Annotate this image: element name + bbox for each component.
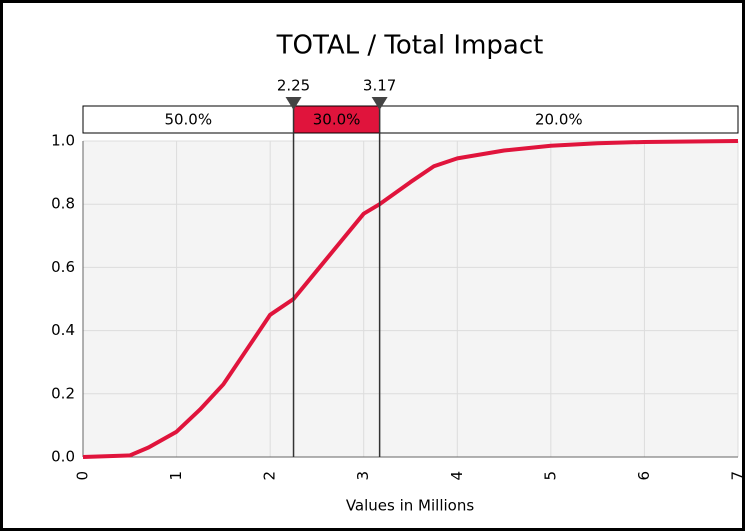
delimiter-marker <box>285 97 302 110</box>
y-tick-label: 1.0 <box>51 132 75 150</box>
y-tick-label: 0.0 <box>51 448 75 466</box>
delimiter-label: 2.25 <box>277 77 310 95</box>
delimiter-label: 3.17 <box>363 77 396 95</box>
y-tick-label: 0.8 <box>51 195 75 213</box>
x-tick-label: 0 <box>74 471 92 481</box>
band-label: 30.0% <box>313 111 361 129</box>
band-label: 20.0% <box>535 111 583 129</box>
y-tick-label: 0.6 <box>51 258 75 276</box>
band <box>82 105 295 134</box>
x-tick-label: 4 <box>448 471 466 481</box>
y-tick-label: 0.2 <box>51 384 75 402</box>
plot-area <box>83 141 738 457</box>
chart-title: TOTAL / Total Impact <box>276 31 544 61</box>
band <box>293 105 381 134</box>
x-tick-label: 5 <box>541 471 559 481</box>
band <box>379 105 739 134</box>
cdf-line <box>82 139 739 459</box>
x-tick-label: 1 <box>167 471 185 481</box>
band-label: 50.0% <box>164 111 212 129</box>
y-tick-label: 0.4 <box>51 321 75 339</box>
x-tick-label: 6 <box>635 471 653 481</box>
delimiter-marker <box>371 97 388 110</box>
x-tick-label: 3 <box>354 471 372 481</box>
x-tick-label: 2 <box>261 471 279 481</box>
x-axis-title: Values in Millions <box>346 497 475 515</box>
x-tick-label: 7 <box>729 471 745 481</box>
